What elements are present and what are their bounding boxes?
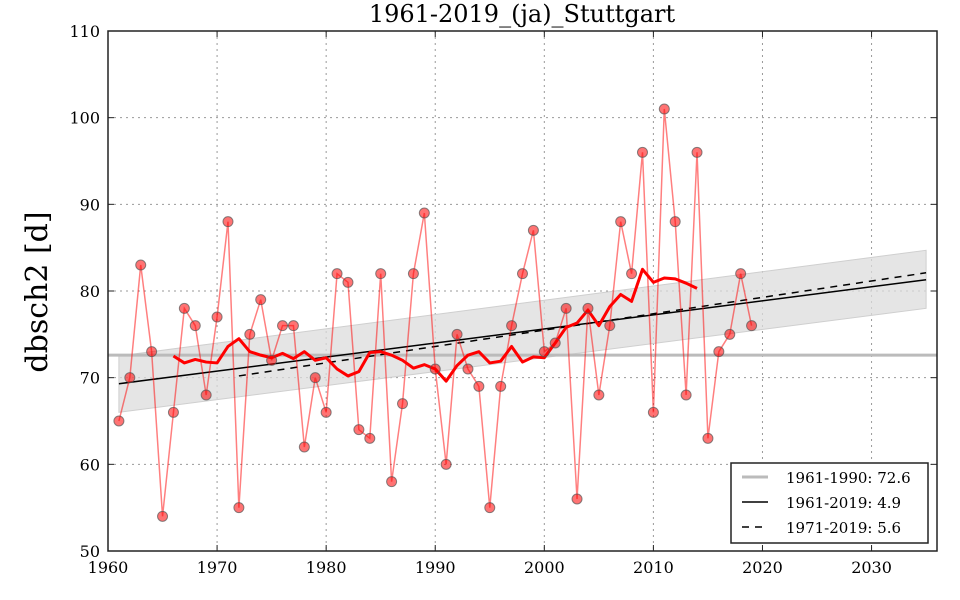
data-point bbox=[277, 320, 289, 332]
data-point bbox=[113, 415, 125, 427]
data-point bbox=[636, 146, 648, 158]
data-point bbox=[135, 259, 147, 271]
chart-title: 1961-2019_(ja)_Stuttgart bbox=[369, 0, 676, 28]
data-point bbox=[255, 294, 267, 306]
data-point bbox=[626, 268, 638, 280]
data-point bbox=[658, 103, 670, 115]
data-point bbox=[353, 424, 365, 436]
data-point bbox=[375, 268, 387, 280]
data-point bbox=[538, 346, 550, 358]
data-point bbox=[364, 432, 376, 444]
legend: 1961-1990: 72.6 1961-2019: 4.9 1971-2019… bbox=[730, 462, 929, 544]
trend-lines-layer bbox=[108, 272, 937, 385]
data-point bbox=[473, 380, 485, 392]
data-point bbox=[713, 346, 725, 358]
data-point bbox=[244, 328, 256, 340]
data-point bbox=[222, 216, 234, 228]
y-tick-label: 90 bbox=[80, 195, 100, 214]
data-point bbox=[604, 320, 616, 332]
data-point bbox=[560, 302, 572, 314]
data-point bbox=[647, 406, 659, 418]
data-point bbox=[178, 302, 190, 314]
data-point bbox=[157, 510, 169, 522]
data-point bbox=[298, 441, 310, 453]
data-point bbox=[615, 216, 627, 228]
data-point bbox=[211, 311, 223, 323]
data-point bbox=[484, 502, 496, 514]
data-series-layer bbox=[113, 103, 758, 522]
data-point bbox=[440, 458, 452, 470]
data-point bbox=[527, 224, 539, 236]
data-point bbox=[462, 363, 474, 375]
data-point bbox=[691, 146, 703, 158]
x-tick-label: 1960 bbox=[88, 558, 129, 577]
data-point bbox=[571, 493, 583, 505]
data-point bbox=[342, 276, 354, 288]
y-axis-label: dbsch2 [d] bbox=[20, 211, 55, 372]
legend-label-reference: 1961-1990: 72.6 bbox=[786, 469, 911, 487]
x-tick-label: 2030 bbox=[851, 558, 892, 577]
data-point bbox=[233, 502, 245, 514]
data-point bbox=[517, 268, 528, 280]
data-point bbox=[287, 320, 299, 332]
data-point bbox=[495, 380, 507, 392]
x-tick-label: 1990 bbox=[415, 558, 456, 577]
data-point bbox=[702, 432, 714, 444]
x-tick-label: 2010 bbox=[633, 558, 674, 577]
data-point bbox=[124, 372, 136, 384]
data-point bbox=[669, 216, 681, 228]
data-point bbox=[167, 406, 179, 418]
y-tick-label: 100 bbox=[69, 109, 100, 128]
data-point bbox=[549, 337, 561, 349]
data-point bbox=[724, 328, 736, 340]
x-tick-label: 1970 bbox=[197, 558, 238, 577]
y-tick-label: 80 bbox=[80, 282, 100, 301]
legend-label-trend-1971: 1971-2019: 5.6 bbox=[786, 519, 901, 537]
y-tick-label: 50 bbox=[80, 542, 100, 561]
data-point bbox=[407, 268, 419, 280]
axis-ticks: 1960 1970 1980 1990 2000 2010 2020 2030 50 60 70 80… bbox=[69, 22, 937, 577]
data-point bbox=[146, 346, 158, 358]
data-point bbox=[418, 207, 430, 219]
data-point bbox=[506, 320, 518, 332]
y-tick-label: 60 bbox=[80, 455, 100, 474]
data-point bbox=[735, 268, 747, 280]
data-point bbox=[397, 398, 409, 410]
data-point bbox=[680, 389, 692, 401]
data-point bbox=[189, 320, 201, 332]
data-point bbox=[746, 320, 758, 332]
x-tick-label: 2020 bbox=[742, 558, 783, 577]
data-point bbox=[320, 406, 332, 418]
x-tick-label: 1980 bbox=[306, 558, 347, 577]
data-point bbox=[386, 476, 398, 488]
data-point bbox=[582, 302, 594, 314]
data-point bbox=[331, 268, 343, 280]
data-point bbox=[266, 354, 278, 366]
data-point bbox=[309, 372, 321, 384]
data-point bbox=[200, 389, 212, 401]
data-point bbox=[429, 363, 441, 375]
legend-label-trend-1961: 1961-2019: 4.9 bbox=[786, 494, 901, 512]
trend-line-1961-2019 bbox=[118, 278, 927, 385]
x-tick-label: 2000 bbox=[524, 558, 565, 577]
data-point bbox=[451, 328, 463, 340]
y-tick-label: 110 bbox=[69, 22, 100, 41]
y-tick-label: 70 bbox=[80, 369, 100, 388]
data-point bbox=[593, 389, 605, 401]
